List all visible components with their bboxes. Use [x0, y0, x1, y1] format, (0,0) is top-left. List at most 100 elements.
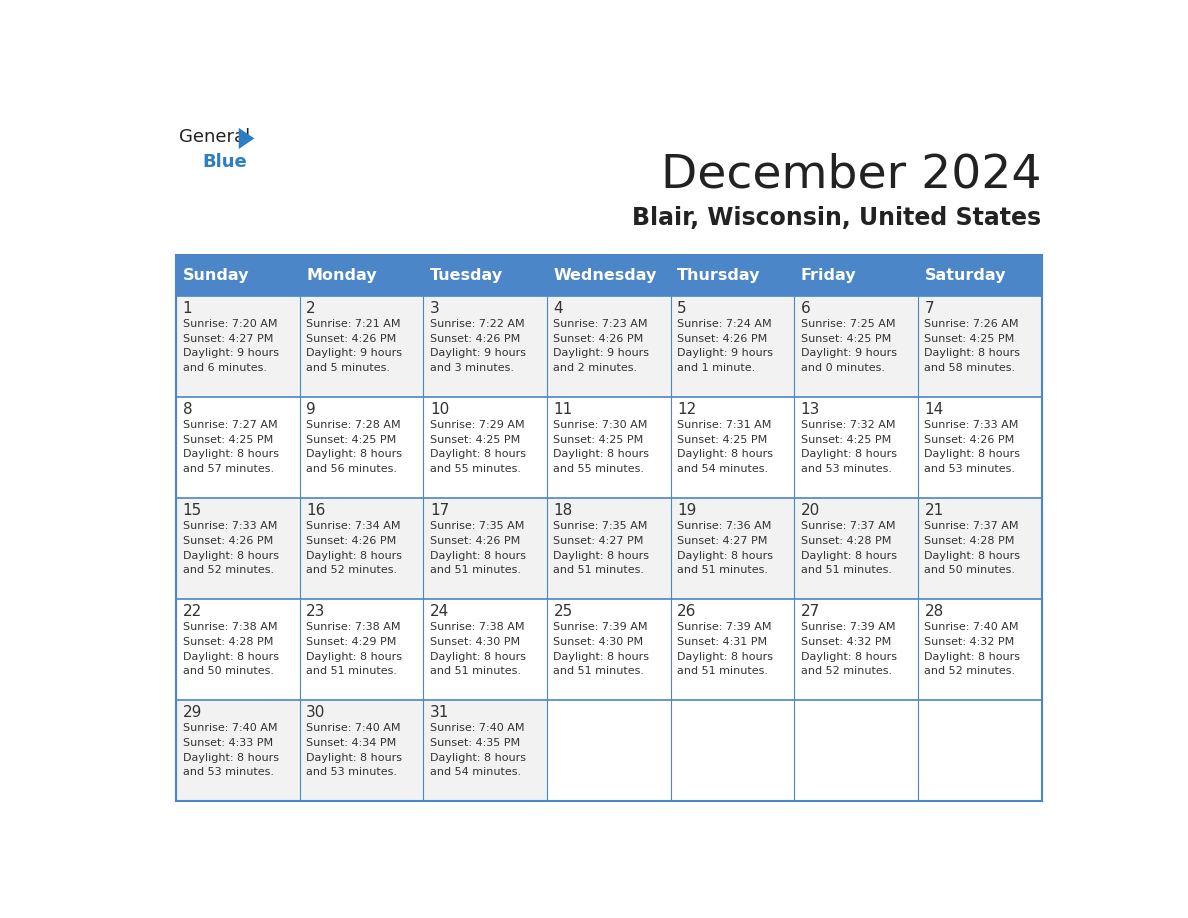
Text: and 6 minutes.: and 6 minutes. — [183, 363, 266, 373]
Text: Sunset: 4:27 PM: Sunset: 4:27 PM — [554, 536, 644, 545]
Text: Wednesday: Wednesday — [554, 268, 657, 283]
Text: Daylight: 8 hours: Daylight: 8 hours — [677, 450, 773, 459]
Text: Sunset: 4:30 PM: Sunset: 4:30 PM — [430, 637, 520, 647]
Text: Sunrise: 7:37 AM: Sunrise: 7:37 AM — [801, 521, 896, 531]
Bar — [423, 297, 546, 397]
Text: and 3 minutes.: and 3 minutes. — [430, 363, 514, 373]
Text: Daylight: 9 hours: Daylight: 9 hours — [801, 348, 897, 358]
Text: Sunrise: 7:40 AM: Sunrise: 7:40 AM — [430, 723, 524, 733]
Text: 6: 6 — [801, 301, 810, 316]
Text: and 52 minutes.: and 52 minutes. — [801, 666, 892, 676]
Bar — [546, 599, 671, 700]
Bar — [299, 498, 423, 599]
Text: Sunrise: 7:33 AM: Sunrise: 7:33 AM — [924, 420, 1019, 430]
Text: Daylight: 8 hours: Daylight: 8 hours — [430, 753, 526, 763]
Text: and 51 minutes.: and 51 minutes. — [554, 666, 644, 676]
Text: 18: 18 — [554, 503, 573, 518]
Text: Sunset: 4:27 PM: Sunset: 4:27 PM — [677, 536, 767, 545]
Text: Daylight: 9 hours: Daylight: 9 hours — [677, 348, 773, 358]
Text: Sunset: 4:27 PM: Sunset: 4:27 PM — [183, 333, 273, 343]
Text: 22: 22 — [183, 604, 202, 620]
Text: 15: 15 — [183, 503, 202, 518]
Text: Thursday: Thursday — [677, 268, 760, 283]
Text: Sunrise: 7:21 AM: Sunrise: 7:21 AM — [307, 319, 400, 329]
Bar — [671, 700, 795, 801]
Text: Sunrise: 7:20 AM: Sunrise: 7:20 AM — [183, 319, 277, 329]
Polygon shape — [239, 128, 254, 149]
Text: 16: 16 — [307, 503, 326, 518]
Text: 12: 12 — [677, 402, 696, 417]
Text: Sunset: 4:25 PM: Sunset: 4:25 PM — [183, 434, 273, 444]
Text: Daylight: 8 hours: Daylight: 8 hours — [677, 652, 773, 662]
Text: Sunrise: 7:28 AM: Sunrise: 7:28 AM — [307, 420, 400, 430]
Text: Blair, Wisconsin, United States: Blair, Wisconsin, United States — [632, 206, 1042, 230]
Text: Daylight: 8 hours: Daylight: 8 hours — [554, 551, 650, 561]
Bar — [299, 700, 423, 801]
Text: and 52 minutes.: and 52 minutes. — [307, 565, 397, 575]
Text: Sunset: 4:26 PM: Sunset: 4:26 PM — [677, 333, 767, 343]
Text: Sunrise: 7:31 AM: Sunrise: 7:31 AM — [677, 420, 771, 430]
Text: and 50 minutes.: and 50 minutes. — [183, 666, 273, 676]
Text: Sunday: Sunday — [183, 268, 249, 283]
Text: and 52 minutes.: and 52 minutes. — [183, 565, 273, 575]
Text: and 54 minutes.: and 54 minutes. — [430, 767, 522, 777]
Text: Sunset: 4:26 PM: Sunset: 4:26 PM — [554, 333, 644, 343]
Bar — [918, 255, 1042, 297]
Text: Sunset: 4:26 PM: Sunset: 4:26 PM — [183, 536, 273, 545]
Text: Sunrise: 7:33 AM: Sunrise: 7:33 AM — [183, 521, 277, 531]
Bar — [546, 498, 671, 599]
Bar — [671, 498, 795, 599]
Text: 24: 24 — [430, 604, 449, 620]
Text: Sunset: 4:25 PM: Sunset: 4:25 PM — [677, 434, 767, 444]
Text: Sunset: 4:26 PM: Sunset: 4:26 PM — [924, 434, 1015, 444]
Bar — [176, 255, 1042, 801]
Text: and 53 minutes.: and 53 minutes. — [801, 464, 892, 474]
Text: Daylight: 8 hours: Daylight: 8 hours — [183, 450, 278, 459]
Text: 14: 14 — [924, 402, 943, 417]
Bar — [423, 397, 546, 498]
Bar — [176, 255, 299, 297]
Text: Sunrise: 7:23 AM: Sunrise: 7:23 AM — [554, 319, 647, 329]
Text: Sunrise: 7:39 AM: Sunrise: 7:39 AM — [677, 621, 772, 632]
Text: Monday: Monday — [307, 268, 377, 283]
Bar — [795, 498, 918, 599]
Text: 13: 13 — [801, 402, 820, 417]
Text: and 1 minute.: and 1 minute. — [677, 363, 756, 373]
Text: Daylight: 8 hours: Daylight: 8 hours — [801, 652, 897, 662]
Text: 8: 8 — [183, 402, 192, 417]
Text: 9: 9 — [307, 402, 316, 417]
Bar — [546, 397, 671, 498]
Text: Sunrise: 7:38 AM: Sunrise: 7:38 AM — [183, 621, 277, 632]
Text: and 53 minutes.: and 53 minutes. — [924, 464, 1016, 474]
Text: and 51 minutes.: and 51 minutes. — [307, 666, 397, 676]
Text: Daylight: 8 hours: Daylight: 8 hours — [924, 450, 1020, 459]
Text: 19: 19 — [677, 503, 696, 518]
Text: Sunset: 4:28 PM: Sunset: 4:28 PM — [924, 536, 1015, 545]
Text: Sunset: 4:30 PM: Sunset: 4:30 PM — [554, 637, 644, 647]
Text: Daylight: 9 hours: Daylight: 9 hours — [307, 348, 403, 358]
Text: and 50 minutes.: and 50 minutes. — [924, 565, 1016, 575]
Bar — [918, 397, 1042, 498]
Text: Saturday: Saturday — [924, 268, 1006, 283]
Bar — [671, 599, 795, 700]
Bar — [546, 700, 671, 801]
Text: Daylight: 8 hours: Daylight: 8 hours — [430, 652, 526, 662]
Text: Sunrise: 7:35 AM: Sunrise: 7:35 AM — [554, 521, 647, 531]
Text: Sunset: 4:33 PM: Sunset: 4:33 PM — [183, 738, 273, 748]
Text: 11: 11 — [554, 402, 573, 417]
Bar — [671, 397, 795, 498]
Text: 25: 25 — [554, 604, 573, 620]
Text: Friday: Friday — [801, 268, 857, 283]
Text: Daylight: 8 hours: Daylight: 8 hours — [183, 551, 278, 561]
Bar — [176, 700, 299, 801]
Text: Sunrise: 7:24 AM: Sunrise: 7:24 AM — [677, 319, 772, 329]
Text: Sunrise: 7:39 AM: Sunrise: 7:39 AM — [554, 621, 647, 632]
Text: 10: 10 — [430, 402, 449, 417]
Text: and 51 minutes.: and 51 minutes. — [677, 666, 769, 676]
Text: and 53 minutes.: and 53 minutes. — [307, 767, 397, 777]
Text: 1: 1 — [183, 301, 192, 316]
Text: Sunrise: 7:38 AM: Sunrise: 7:38 AM — [430, 621, 524, 632]
Text: 5: 5 — [677, 301, 687, 316]
Text: Daylight: 9 hours: Daylight: 9 hours — [430, 348, 526, 358]
Text: and 53 minutes.: and 53 minutes. — [183, 767, 273, 777]
